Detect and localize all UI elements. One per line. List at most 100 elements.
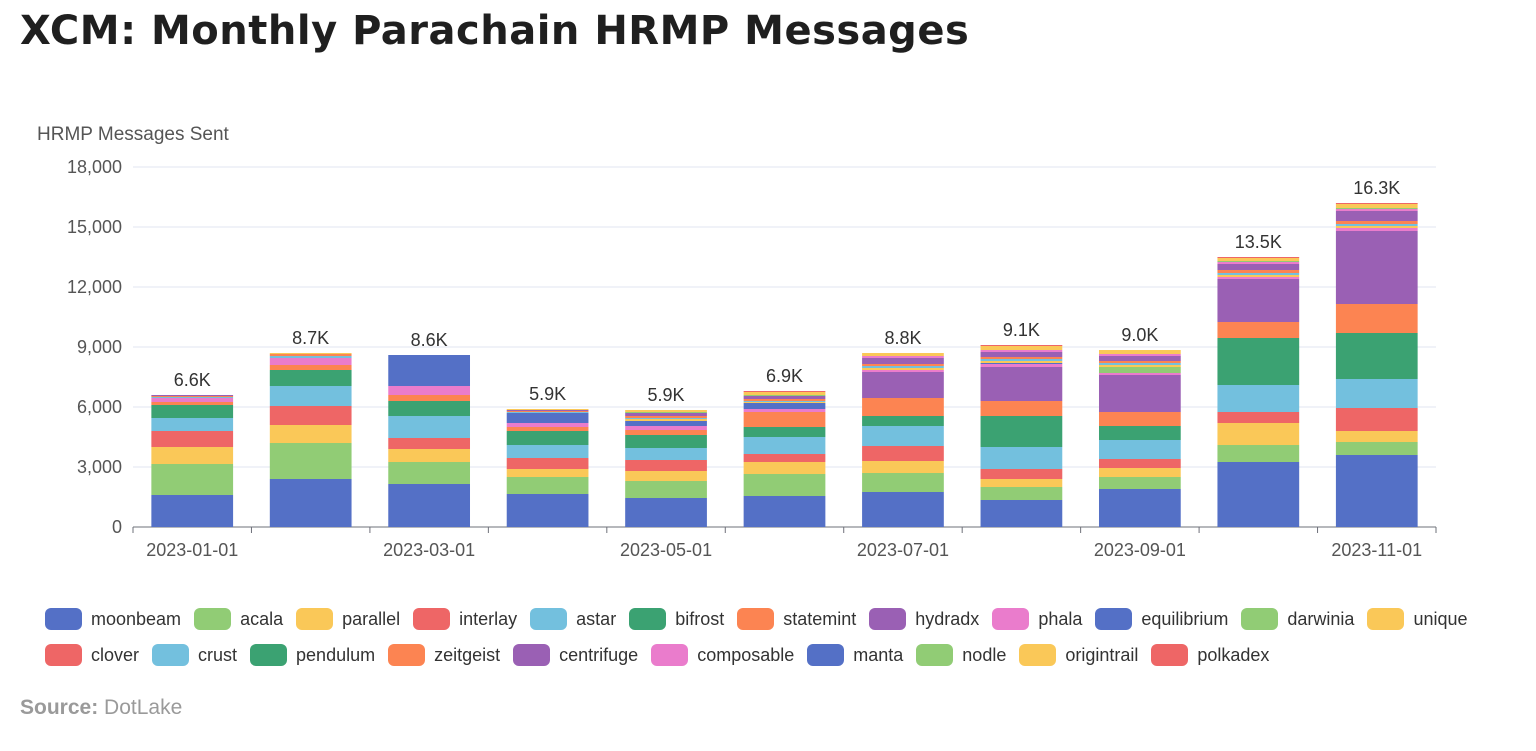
bar-segment-phala[interactable] xyxy=(743,409,826,412)
bar-segment-zeitgeist[interactable] xyxy=(743,399,826,401)
bar-segment-zeitgeist[interactable] xyxy=(862,364,944,366)
bar-segment-composable[interactable] xyxy=(1098,354,1181,356)
bar-segment-crust[interactable] xyxy=(980,359,1063,361)
bar-segment-hydradx[interactable] xyxy=(1335,231,1418,304)
bar-segment-phala[interactable] xyxy=(151,398,234,402)
bar-segment-unique[interactable] xyxy=(1217,275,1300,277)
legend-item-pendulum[interactable]: pendulum xyxy=(250,641,375,669)
bar-segment-hydradx[interactable] xyxy=(1098,375,1181,412)
bar-segment-interlay[interactable] xyxy=(862,446,944,461)
bar-segment-parallel[interactable] xyxy=(269,425,352,443)
bar-segment-parallel[interactable] xyxy=(1217,423,1300,445)
bar-segment-statemint[interactable] xyxy=(151,402,234,405)
bar-segment-bifrost[interactable] xyxy=(743,427,826,437)
bar-segment-polkadex[interactable] xyxy=(980,345,1063,346)
bar-segment-centrifuge[interactable] xyxy=(743,396,826,399)
bar-stack[interactable] xyxy=(151,395,234,527)
bar-segment-crust[interactable] xyxy=(625,418,707,419)
bar-segment-astar[interactable] xyxy=(151,418,234,431)
bar-segment-phala[interactable] xyxy=(506,423,589,427)
bar-segment-statemint[interactable] xyxy=(980,401,1063,416)
bar-segment-equilibrium[interactable] xyxy=(980,363,1063,364)
bar-segment-origintrail[interactable] xyxy=(862,353,944,356)
bar-segment-parallel[interactable] xyxy=(743,462,826,474)
bar-segment-acala[interactable] xyxy=(388,462,471,484)
bar-segment-crust[interactable] xyxy=(1098,363,1181,365)
bar-segment-zeitgeist[interactable] xyxy=(269,354,352,356)
legend-item-composable[interactable]: composable xyxy=(651,641,794,669)
bar-segment-acala[interactable] xyxy=(980,487,1063,500)
legend-item-unique[interactable]: unique xyxy=(1367,605,1468,633)
bar-segment-parallel[interactable] xyxy=(862,461,944,473)
bar-segment-moonbeam[interactable] xyxy=(980,500,1063,527)
bar-segment-crust[interactable] xyxy=(151,397,234,398)
bar-segment-composable[interactable] xyxy=(1217,262,1300,264)
bar-segment-phala[interactable] xyxy=(1335,228,1418,231)
bar-segment-unique[interactable] xyxy=(862,368,944,370)
bar-segment-acala[interactable] xyxy=(151,464,234,495)
bar-segment-origintrail[interactable] xyxy=(625,410,707,412)
bar-segment-crust[interactable] xyxy=(1217,273,1300,275)
bar-segment-astar[interactable] xyxy=(980,447,1063,469)
bar-segment-statemint[interactable] xyxy=(625,430,707,435)
bar-segment-statemint[interactable] xyxy=(269,365,352,370)
bar-segment-nodle[interactable] xyxy=(625,412,707,413)
bar-segment-zeitgeist[interactable] xyxy=(1098,361,1181,363)
bar-segment-unique[interactable] xyxy=(743,402,826,403)
bar-segment-centrifuge[interactable] xyxy=(1335,211,1418,221)
bar-segment-acala[interactable] xyxy=(269,443,352,479)
legend-item-centrifuge[interactable]: centrifuge xyxy=(513,641,638,669)
legend-item-darwinia[interactable]: darwinia xyxy=(1241,605,1354,633)
bar-segment-moonbeam[interactable] xyxy=(151,495,234,527)
bar-segment-nodle[interactable] xyxy=(1217,261,1300,262)
legend-item-polkadex[interactable]: polkadex xyxy=(1151,641,1269,669)
bar-segment-moonbeam[interactable] xyxy=(1217,462,1300,527)
bar-segment-centrifuge[interactable] xyxy=(625,413,707,416)
bar-segment-acala[interactable] xyxy=(1335,442,1418,455)
bar-segment-statemint[interactable] xyxy=(862,398,944,416)
bar-segment-interlay[interactable] xyxy=(506,458,589,469)
bar-stack[interactable] xyxy=(1098,350,1181,527)
bar-segment-centrifuge[interactable] xyxy=(1098,356,1181,361)
bar-segment-moonbeam[interactable] xyxy=(625,498,707,527)
bar-segment-astar[interactable] xyxy=(862,426,944,446)
bar-segment-parallel[interactable] xyxy=(151,447,234,464)
legend-item-crust[interactable]: crust xyxy=(152,641,237,669)
bar-segment-moonbeam[interactable] xyxy=(862,492,944,527)
bar-segment-polkadex[interactable] xyxy=(743,391,826,392)
bar-segment-equilibrium[interactable] xyxy=(388,355,471,386)
bar-segment-origintrail[interactable] xyxy=(1335,204,1418,208)
bar-segment-crust[interactable] xyxy=(1335,224,1418,226)
bar-segment-interlay[interactable] xyxy=(743,454,826,462)
bar-segment-astar[interactable] xyxy=(1098,440,1181,459)
bar-segment-interlay[interactable] xyxy=(980,469,1063,479)
legend-item-clover[interactable]: clover xyxy=(45,641,139,669)
bar-segment-statemint[interactable] xyxy=(506,427,589,431)
bar-segment-zeitgeist[interactable] xyxy=(1217,270,1300,273)
bar-stack[interactable] xyxy=(506,409,589,527)
bar-segment-moonbeam[interactable] xyxy=(506,494,589,527)
bar-segment-nodle[interactable] xyxy=(1335,208,1418,209)
bar-segment-interlay[interactable] xyxy=(269,406,352,425)
bar-segment-darwinia[interactable] xyxy=(1098,367,1181,373)
bar-segment-astar[interactable] xyxy=(1217,385,1300,412)
bar-segment-moonbeam[interactable] xyxy=(1335,455,1418,527)
bar-segment-nodle[interactable] xyxy=(743,395,826,396)
bar-segment-interlay[interactable] xyxy=(151,431,234,447)
bar-segment-phala[interactable] xyxy=(269,358,352,365)
bar-segment-parallel[interactable] xyxy=(625,471,707,481)
bar-segment-origintrail[interactable] xyxy=(980,346,1063,350)
bar-segment-unique[interactable] xyxy=(625,419,707,421)
legend-item-nodle[interactable]: nodle xyxy=(916,641,1006,669)
bar-segment-astar[interactable] xyxy=(625,448,707,460)
bar-segment-parallel[interactable] xyxy=(506,469,589,477)
bar-segment-zeitgeist[interactable] xyxy=(980,357,1063,359)
bar-segment-equilibrium[interactable] xyxy=(506,413,589,423)
bar-segment-bifrost[interactable] xyxy=(625,435,707,448)
bar-segment-composable[interactable] xyxy=(1335,209,1418,211)
bar-segment-interlay[interactable] xyxy=(1217,412,1300,423)
legend-item-statemint[interactable]: statemint xyxy=(737,605,856,633)
bar-segment-parallel[interactable] xyxy=(980,479,1063,487)
bar-segment-hydradx[interactable] xyxy=(1217,279,1300,322)
bar-segment-parallel[interactable] xyxy=(1098,468,1181,477)
